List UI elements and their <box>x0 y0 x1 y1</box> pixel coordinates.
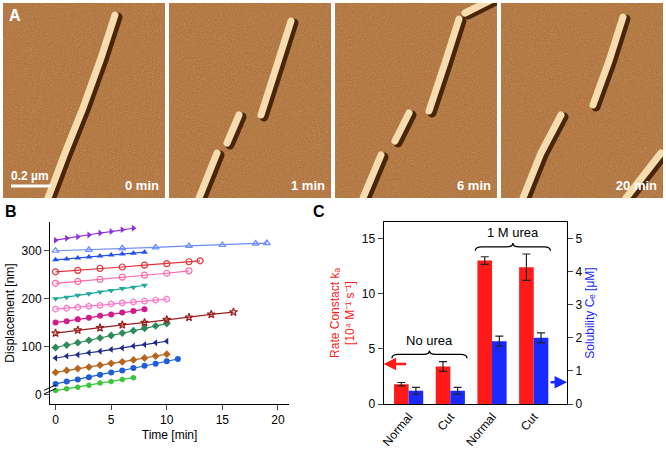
svg-text:0: 0 <box>35 388 42 402</box>
svg-text:1 min: 1 min <box>291 178 325 193</box>
svg-text:1: 1 <box>575 364 582 378</box>
svg-text:4: 4 <box>575 265 582 279</box>
svg-text:5: 5 <box>575 232 582 246</box>
svg-text:No urea: No urea <box>406 333 453 348</box>
svg-text:6 min: 6 min <box>457 178 491 193</box>
svg-text:1 M urea: 1 M urea <box>487 225 539 240</box>
svg-text:0: 0 <box>52 413 59 427</box>
svg-text:Time [min]: Time [min] <box>142 428 198 442</box>
svg-text:0.2 µm: 0.2 µm <box>11 169 49 183</box>
svg-text:15: 15 <box>216 413 230 427</box>
svg-text:B: B <box>5 203 17 220</box>
svg-text:5: 5 <box>369 342 376 356</box>
svg-text:Cut: Cut <box>434 410 457 434</box>
svg-text:3: 3 <box>575 298 582 312</box>
svg-text:Displacement [nm]: Displacement [nm] <box>3 263 17 362</box>
svg-text:Normal: Normal <box>380 410 416 449</box>
svg-text:15: 15 <box>362 232 376 246</box>
svg-text:20 min: 20 min <box>616 178 657 193</box>
svg-text:Cut: Cut <box>518 410 541 434</box>
svg-text:C: C <box>313 203 325 220</box>
svg-text:0: 0 <box>575 397 582 411</box>
svg-text:0 min: 0 min <box>125 178 159 193</box>
svg-text:100: 100 <box>22 340 42 354</box>
svg-text:10: 10 <box>160 413 174 427</box>
svg-text:Normal: Normal <box>463 410 499 449</box>
svg-text:0: 0 <box>369 397 376 411</box>
svg-text:A: A <box>9 7 21 24</box>
svg-text:2: 2 <box>575 331 582 345</box>
svg-text:Rate Constact kₐ[10⁴ M⁻¹ s⁻¹]: Rate Constact kₐ[10⁴ M⁻¹ s⁻¹] <box>328 268 358 358</box>
svg-text:20: 20 <box>271 413 285 427</box>
svg-text:200: 200 <box>22 292 42 306</box>
svg-text:Solubility Cₑ [μM]: Solubility Cₑ [μM] <box>583 267 597 358</box>
svg-text:5: 5 <box>108 413 115 427</box>
svg-text:300: 300 <box>22 244 42 258</box>
svg-text:10: 10 <box>362 287 376 301</box>
